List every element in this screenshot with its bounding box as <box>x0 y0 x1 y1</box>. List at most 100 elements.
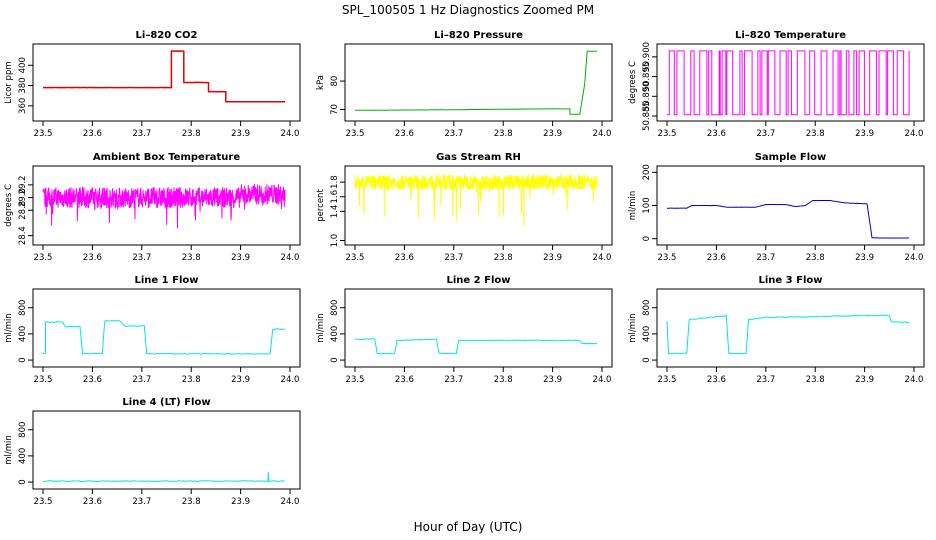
x-tick-label: 23.7 <box>132 253 151 263</box>
y-tick-label: 50.900 <box>642 42 652 72</box>
x-tick-label: 23.6 <box>83 129 102 139</box>
y-tick-label: 0 <box>642 357 652 362</box>
x-tick-label: 23.5 <box>34 129 53 139</box>
x-tick-label: 23.7 <box>132 129 151 139</box>
x-tick-label: 23.8 <box>494 375 513 385</box>
y-tick-label: 28.4 <box>18 226 28 245</box>
panel-title: Line 3 Flow <box>759 275 823 286</box>
panel-2: Li–820 Pressure kPa 23.5 23.6 23.7 23.8 23.9 24… <box>316 30 613 139</box>
y-tick-label: 28.8 <box>18 201 28 220</box>
x-tick-label: 23.6 <box>707 253 726 263</box>
y-tick-label: 400 <box>18 57 28 73</box>
panel-frame <box>344 288 613 368</box>
panel-10: Line 4 (LT) Flow ml/min 23.5 23.6 23.7 23.8 23… <box>4 397 301 507</box>
x-tick-label: 23.8 <box>182 253 201 263</box>
x-tick-label: 23.6 <box>707 129 726 139</box>
panel-frame <box>656 288 925 368</box>
x-tick-label: 23.5 <box>346 129 365 139</box>
panel-title: Ambient Box Temperature <box>93 152 240 163</box>
plot-area <box>355 338 598 355</box>
panel-9: Line 3 Flow ml/min 23.5 23.6 23.7 23.8 23.9 24.… <box>628 275 925 385</box>
x-tick-label: 23.9 <box>543 375 562 385</box>
x-tick-label: 24.0 <box>905 375 924 385</box>
series-line <box>667 50 910 116</box>
series-line <box>667 200 910 239</box>
x-tick-label: 24.0 <box>593 375 612 385</box>
y-tick-label: 29.0 <box>18 188 28 207</box>
panel-title: Line 4 (LT) Flow <box>122 397 210 408</box>
x-tick-label: 23.6 <box>83 253 102 263</box>
plot-area <box>355 50 598 115</box>
panel-frame <box>656 43 925 122</box>
y-axis-label: degrees C <box>628 61 638 104</box>
y-tick-label: 1.4 <box>330 205 340 219</box>
x-tick-label: 23.9 <box>231 129 250 139</box>
plot-area <box>42 472 286 482</box>
plot-area <box>42 184 286 229</box>
series-line <box>42 50 286 103</box>
panel-1: Li–820 CO2 Licor ppm 23.5 23.6 23.7 23.8 23.9 2… <box>4 30 301 139</box>
panel-6: Sample Flow ml/min 23.5 23.6 23.7 23.8 23.9 24.… <box>628 152 925 263</box>
x-tick-label: 23.6 <box>395 129 414 139</box>
panel-title: Gas Stream RH <box>436 152 521 163</box>
x-tick-label: 24.0 <box>905 129 924 139</box>
series-line <box>666 314 910 355</box>
x-tick-label: 24.0 <box>593 253 612 263</box>
y-tick-label: 1.8 <box>330 175 340 189</box>
x-tick-label: 23.9 <box>231 497 250 507</box>
series-line <box>354 174 598 226</box>
x-tick-label: 23.8 <box>494 253 513 263</box>
panel-frame <box>32 410 301 490</box>
y-axis-label: degrees C <box>4 184 14 227</box>
figure-title: SPL_100505 1 Hz Diagnostics Zoomed PM <box>342 3 594 17</box>
x-tick-label: 23.6 <box>707 375 726 385</box>
x-tick-label: 23.8 <box>806 375 825 385</box>
x-tick-label: 23.7 <box>756 129 775 139</box>
y-tick-label: 800 <box>642 300 652 316</box>
series-line <box>42 472 286 482</box>
plot-area <box>42 50 286 103</box>
panel-title: Li–820 Temperature <box>735 30 846 41</box>
x-tick-label: 23.5 <box>658 375 677 385</box>
y-tick-label: 0 <box>330 357 340 362</box>
panel-frame <box>344 43 613 122</box>
panel-frame <box>344 165 613 246</box>
x-tick-label: 23.6 <box>83 497 102 507</box>
y-tick-label: 29.2 <box>18 175 28 194</box>
series-line <box>43 319 286 355</box>
x-tick-label: 23.8 <box>182 375 201 385</box>
x-tick-label: 23.5 <box>658 129 677 139</box>
plot-area <box>667 200 910 239</box>
y-axis-label: percent <box>316 189 326 222</box>
y-tick-label: 70 <box>330 104 340 115</box>
x-tick-label: 23.9 <box>231 375 250 385</box>
y-tick-label: 50.890 <box>642 81 652 111</box>
x-tick-label: 23.8 <box>182 129 201 139</box>
y-tick-label: 0 <box>642 236 652 241</box>
y-axis-label: ml/min <box>628 313 638 343</box>
panel-title: Sample Flow <box>755 152 827 163</box>
series-line <box>355 50 598 115</box>
y-tick-label: 380 <box>18 77 28 93</box>
x-tick-label: 23.9 <box>855 253 874 263</box>
x-tick-label: 24.0 <box>593 129 612 139</box>
x-tick-label: 23.7 <box>444 375 463 385</box>
y-tick-label: 1.6 <box>330 190 340 204</box>
x-tick-label: 23.5 <box>34 375 53 385</box>
x-tick-label: 24.0 <box>281 375 300 385</box>
y-tick-label: 100 <box>642 197 652 213</box>
y-tick-label: 360 <box>18 98 28 114</box>
y-tick-label: 1.0 <box>330 234 340 248</box>
y-axis-label: ml/min <box>316 313 326 343</box>
y-axis-label: ml/min <box>628 191 638 221</box>
x-tick-label: 24.0 <box>281 129 300 139</box>
series-line <box>355 338 598 355</box>
x-tick-label: 24.0 <box>905 253 924 263</box>
x-tick-label: 24.0 <box>281 253 300 263</box>
x-tick-label: 23.5 <box>34 497 53 507</box>
x-tick-label: 23.7 <box>132 497 151 507</box>
panel-title: Li–820 CO2 <box>136 30 198 41</box>
y-tick-label: 80 <box>330 76 340 87</box>
plot-area <box>667 50 910 116</box>
plot-area <box>666 314 910 355</box>
